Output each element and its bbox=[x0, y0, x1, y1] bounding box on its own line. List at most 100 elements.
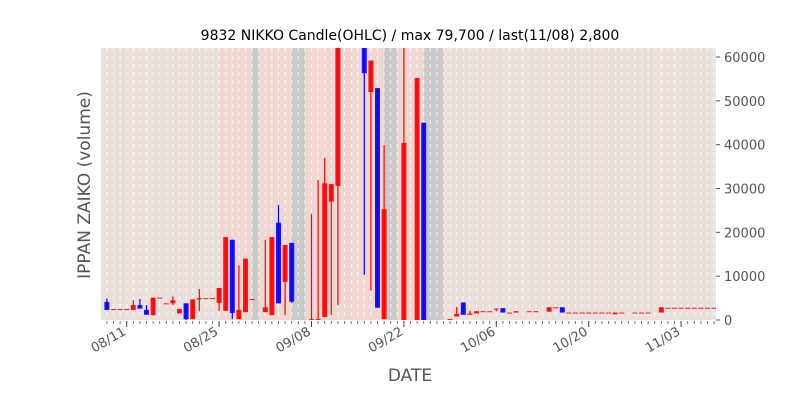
candle-body bbox=[665, 307, 671, 309]
candle-body bbox=[672, 307, 677, 309]
candle bbox=[150, 297, 156, 316]
candle bbox=[513, 311, 519, 313]
candle bbox=[665, 307, 671, 309]
edge-band bbox=[101, 48, 106, 320]
candle bbox=[368, 60, 374, 291]
candle bbox=[454, 306, 460, 317]
candle-body bbox=[243, 258, 248, 313]
candle bbox=[203, 298, 209, 300]
candle-body bbox=[566, 312, 572, 314]
chart-title: 9832 NIKKO Candle(OHLC) / max 79,700 / l… bbox=[201, 28, 620, 44]
candle bbox=[639, 312, 644, 314]
candle bbox=[104, 298, 110, 310]
x-tick-label: 08/25 bbox=[181, 324, 221, 356]
candle bbox=[111, 309, 116, 311]
candle-body bbox=[309, 319, 314, 320]
candle bbox=[361, 48, 367, 275]
candle-body bbox=[480, 311, 486, 313]
candle bbox=[223, 237, 229, 311]
candle bbox=[177, 309, 182, 314]
candle-body bbox=[124, 309, 130, 311]
candle-body bbox=[269, 237, 275, 316]
candle-body bbox=[460, 302, 466, 315]
candles bbox=[104, 48, 716, 320]
candle-body bbox=[170, 300, 176, 304]
candle bbox=[566, 312, 572, 314]
candle-body bbox=[533, 311, 539, 313]
x-tick-label: 10/20 bbox=[551, 324, 591, 356]
candle bbox=[130, 300, 136, 310]
candle-body bbox=[619, 312, 625, 314]
x-tick-label: 08/11 bbox=[89, 324, 129, 356]
candle-body bbox=[586, 312, 592, 314]
candle bbox=[322, 157, 328, 317]
candle bbox=[711, 307, 716, 309]
candle-body bbox=[163, 303, 169, 305]
candle-body bbox=[104, 302, 110, 310]
candle-body bbox=[487, 311, 493, 313]
candle bbox=[269, 237, 275, 316]
candle bbox=[493, 308, 499, 312]
y-tick-label: 50000 bbox=[724, 95, 765, 110]
candle-body bbox=[289, 242, 295, 302]
candle bbox=[276, 205, 281, 304]
candle-body bbox=[150, 297, 156, 316]
candle bbox=[691, 307, 697, 309]
candle-body bbox=[190, 299, 196, 320]
candle-body bbox=[401, 142, 407, 320]
y-tick-label: 20000 bbox=[724, 226, 765, 241]
candle-body bbox=[513, 311, 519, 313]
candle bbox=[658, 307, 664, 313]
candle bbox=[236, 265, 242, 320]
candle-body bbox=[210, 298, 215, 300]
candle bbox=[678, 307, 684, 309]
candle bbox=[309, 213, 314, 320]
candle-body bbox=[361, 48, 367, 74]
candle bbox=[183, 303, 189, 320]
x-tick-label: 11/03 bbox=[643, 324, 683, 356]
candle bbox=[210, 298, 215, 300]
candle-body bbox=[553, 307, 559, 309]
x-tick-label: 09/22 bbox=[366, 324, 406, 356]
candle bbox=[375, 88, 380, 308]
y-tick-label: 60000 bbox=[724, 51, 765, 66]
candle-body bbox=[691, 307, 697, 309]
candle-body bbox=[137, 305, 143, 309]
candle-body bbox=[678, 307, 684, 309]
candle-body bbox=[507, 312, 512, 314]
candle bbox=[573, 312, 578, 314]
candle-body bbox=[705, 307, 710, 309]
candle-body bbox=[375, 88, 380, 308]
candle bbox=[507, 312, 512, 314]
y-axis: 0 10000 20000 30000 40000 50000 60000 bbox=[716, 51, 765, 329]
candle bbox=[586, 312, 592, 314]
candle-body bbox=[335, 48, 341, 186]
candle bbox=[460, 302, 466, 315]
candle-body bbox=[592, 312, 598, 314]
shading-band-grey bbox=[252, 48, 259, 320]
candle-body bbox=[474, 311, 479, 314]
candle-body bbox=[658, 307, 664, 313]
candle bbox=[592, 312, 598, 314]
candle-body bbox=[711, 307, 716, 309]
y-axis-label: IPPAN ZAIKO (volume) bbox=[75, 91, 95, 279]
candle-body bbox=[632, 312, 638, 314]
candle-body bbox=[579, 312, 585, 314]
candle bbox=[619, 312, 625, 314]
candle-body bbox=[177, 309, 182, 314]
candle bbox=[229, 239, 235, 320]
candle-body bbox=[447, 319, 453, 320]
candle-body bbox=[328, 184, 334, 202]
candle-body bbox=[573, 312, 578, 314]
y-tick-label: 0 bbox=[724, 314, 732, 329]
candle bbox=[533, 311, 539, 313]
candle bbox=[190, 299, 196, 320]
candle bbox=[401, 48, 407, 320]
candle-body bbox=[315, 319, 321, 320]
candle-body bbox=[183, 303, 189, 320]
candle-body bbox=[685, 307, 691, 309]
candle bbox=[144, 305, 149, 315]
candle-body bbox=[203, 298, 209, 300]
candle bbox=[137, 298, 143, 309]
